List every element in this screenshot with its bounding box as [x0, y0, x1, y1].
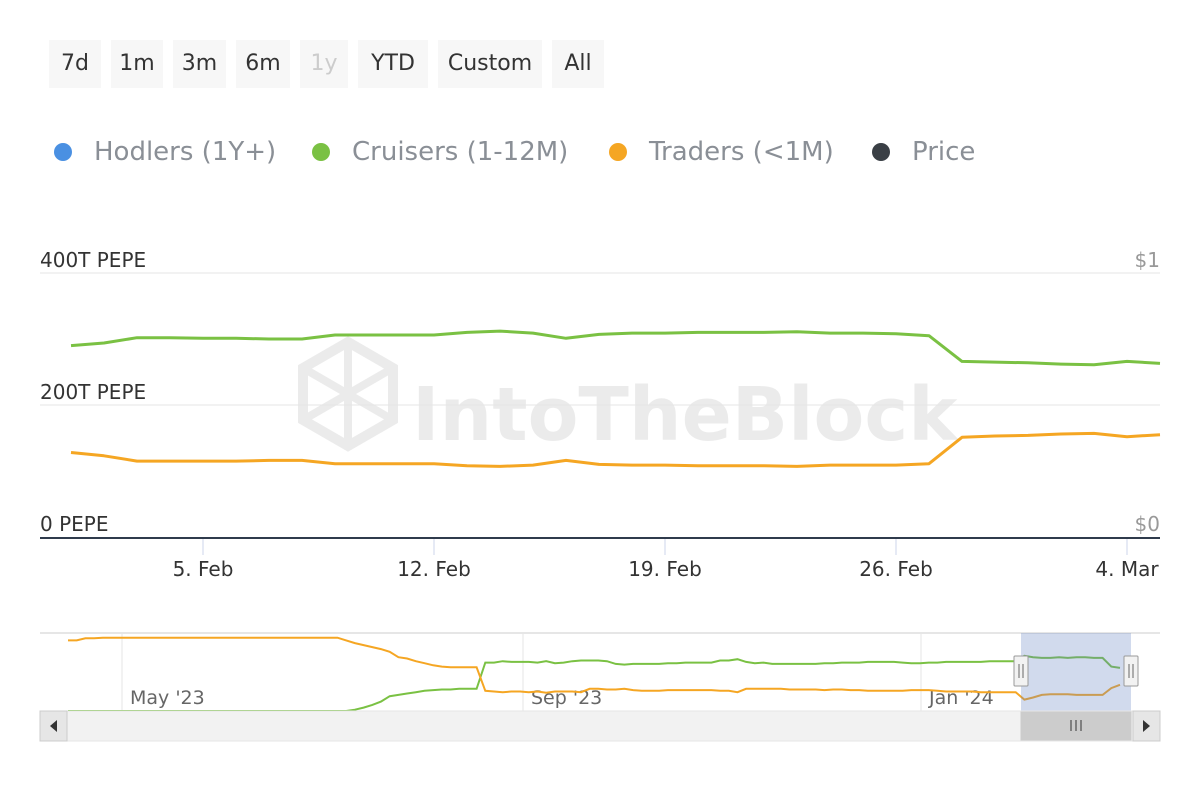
arrow-left-icon	[50, 720, 57, 732]
watermark: IntoTheBlock	[298, 336, 959, 458]
navigator-label: May '23	[130, 687, 205, 709]
legend-label-cruisers: Cruisers (1-12M)	[352, 137, 569, 167]
scrollbar-track[interactable]	[39, 710, 1161, 742]
navigator-handle-left[interactable]	[1013, 655, 1029, 687]
legend-label-price: Price	[912, 137, 976, 167]
scrollbar-left-button[interactable]	[39, 710, 68, 742]
navigator-series-traders	[68, 636, 1121, 701]
navigator-label: Sep '23	[531, 687, 602, 709]
series-line-traders	[70, 431, 1161, 468]
x-axis-label: 12. Feb	[397, 557, 471, 581]
legend-dot-price	[872, 143, 890, 161]
scrollbar-thumb[interactable]	[1020, 711, 1132, 741]
scrollbar-right-button[interactable]	[1132, 710, 1161, 742]
range-button-ytd[interactable]: YTD	[358, 40, 428, 88]
range-button-all[interactable]: All	[552, 40, 604, 88]
arrow-right-icon	[1143, 720, 1150, 732]
legend-dot-hodlers	[54, 143, 72, 161]
range-button-custom[interactable]: Custom	[438, 40, 542, 88]
x-axis-label: 26. Feb	[859, 557, 933, 581]
watermark-logo-lines	[300, 342, 396, 446]
y-axis-label-left: 400T PEPE	[40, 248, 146, 272]
range-button-1y: 1y	[300, 40, 348, 88]
navigator-selected-range[interactable]	[1021, 633, 1131, 711]
legend-item-cruisers[interactable]: Cruisers (1-12M)	[312, 128, 568, 176]
legend-item-price[interactable]: Price	[872, 128, 975, 176]
range-button-3m[interactable]: 3m	[173, 40, 226, 88]
navigator-handle-right[interactable]	[1123, 655, 1139, 687]
legend-label-traders: Traders (<1M)	[649, 137, 834, 167]
x-axis-label: 19. Feb	[628, 557, 702, 581]
y-axis-label-left: 0 PEPE	[40, 512, 108, 536]
legend-dot-cruisers	[312, 143, 330, 161]
x-axis-label: 5. Feb	[173, 557, 234, 581]
range-button-7d[interactable]: 7d	[49, 40, 101, 88]
watermark-text: IntoTheBlock	[412, 372, 959, 458]
range-button-1m[interactable]: 1m	[111, 40, 163, 88]
watermark-logo-icon	[298, 336, 398, 452]
y-axis-label-left: 200T PEPE	[40, 380, 146, 404]
range-button-6m[interactable]: 6m	[236, 40, 290, 88]
legend-item-traders[interactable]: Traders (<1M)	[609, 128, 834, 176]
series-line-cruisers	[70, 329, 1161, 367]
legend-dot-traders	[609, 143, 627, 161]
y-axis-label-right: $0	[1135, 512, 1160, 536]
x-axis-label: 4. Mar	[1095, 557, 1159, 581]
legend-item-hodlers[interactable]: Hodlers (1Y+)	[54, 128, 276, 176]
legend-label-hodlers: Hodlers (1Y+)	[94, 137, 277, 167]
y-axis-label-right: $1	[1135, 248, 1160, 272]
